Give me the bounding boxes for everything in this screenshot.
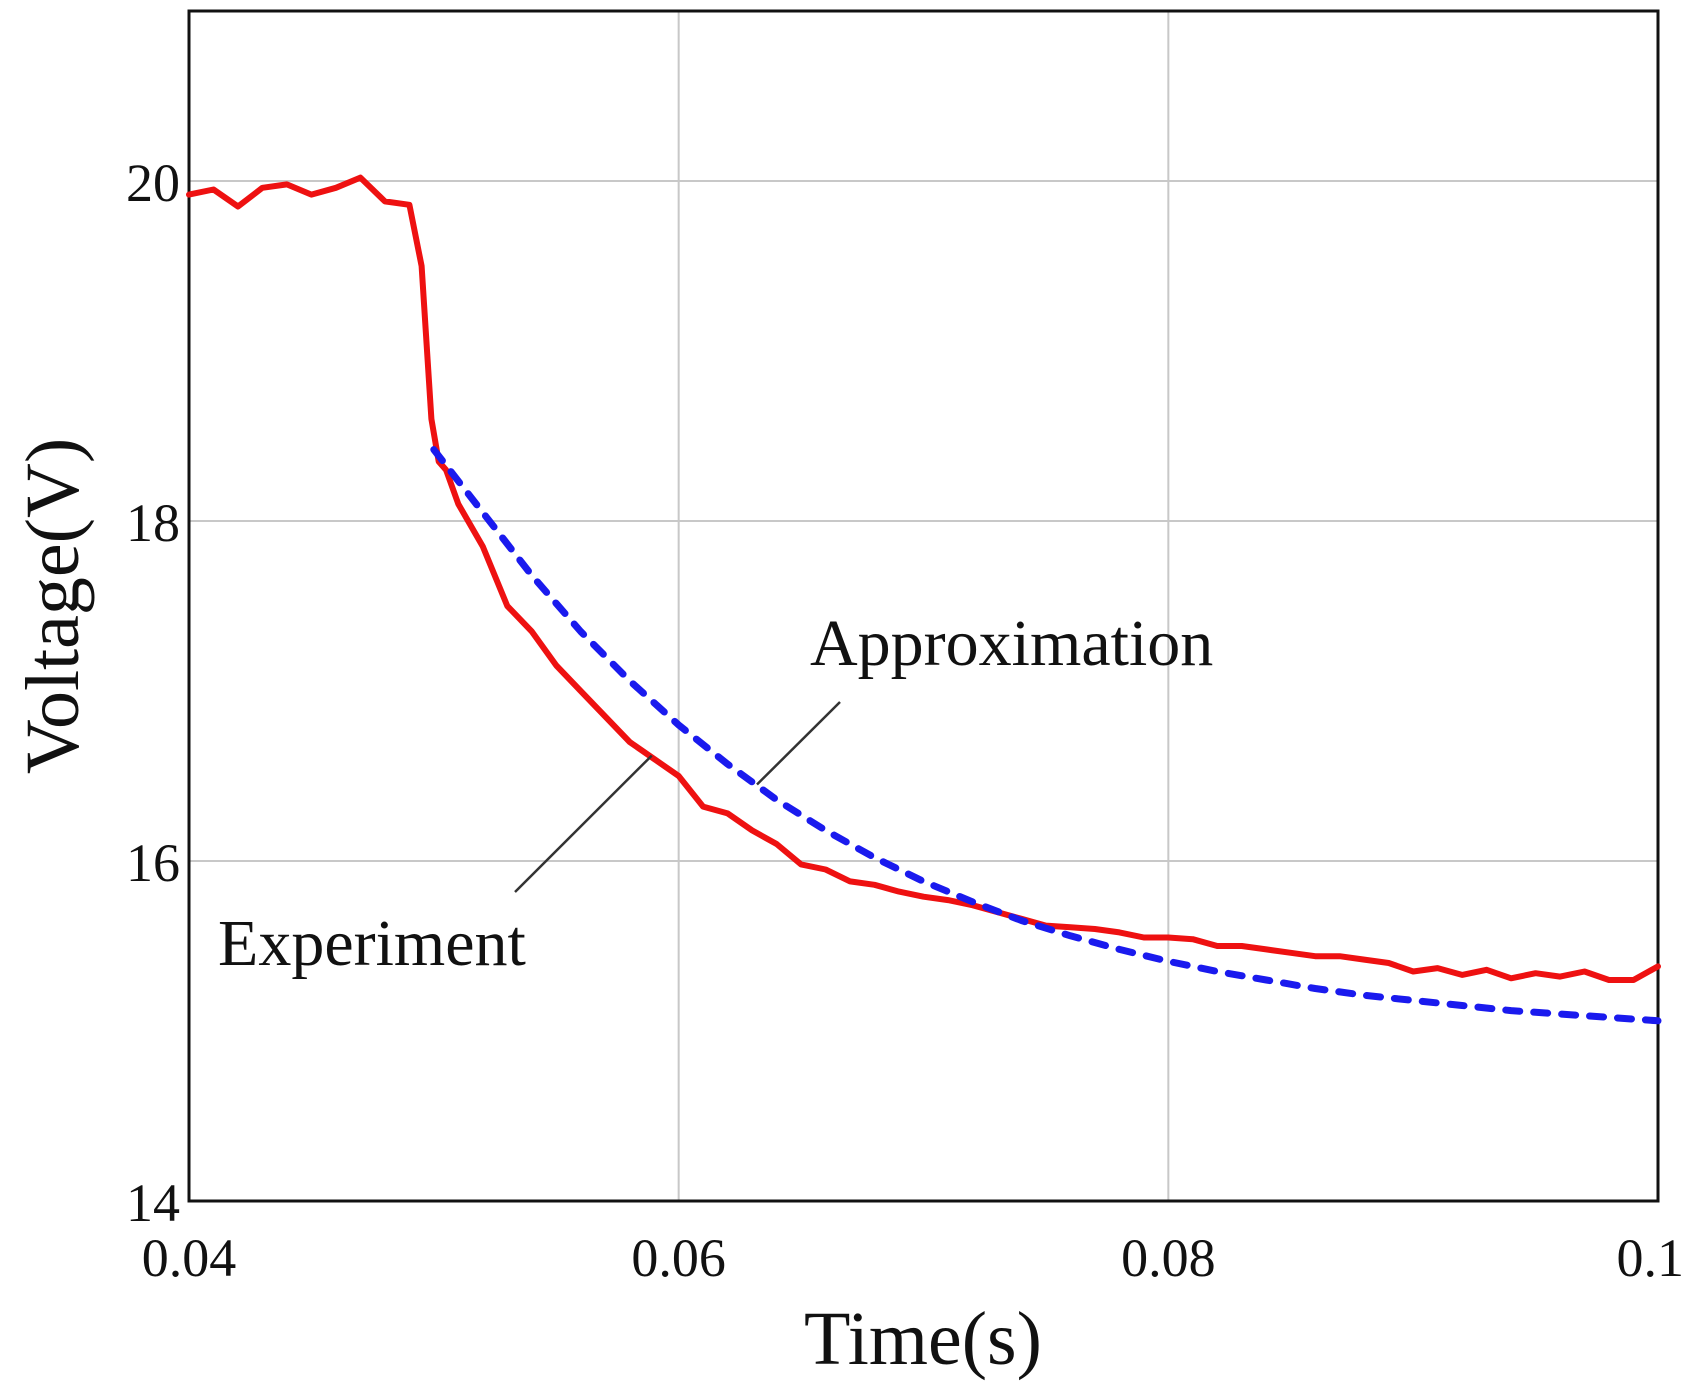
y-tick-labels: 14 16 18 20 <box>126 153 180 1233</box>
x-tick-label: 0.06 <box>631 1228 726 1288</box>
grid <box>188 11 1659 1202</box>
y-tick-label: 14 <box>126 1173 180 1233</box>
x-tick-label: 0.08 <box>1121 1228 1216 1288</box>
plot-frame <box>187 9 1660 1203</box>
series-line-experiment <box>186 174 1661 983</box>
x-axis-label: Time(s) <box>804 1297 1042 1381</box>
x-tick-labels: 0.04 0.06 0.08 0.1 <box>142 1228 1684 1288</box>
annotation-experiment: Experiment <box>218 907 526 980</box>
x-tick-label: 0.1 <box>1617 1228 1685 1288</box>
leader-line-approximation <box>756 701 841 786</box>
y-tick-label: 16 <box>126 833 180 893</box>
annotation-leaders <box>514 701 841 893</box>
y-tick-label: 18 <box>126 493 180 553</box>
leader-line-experiment <box>514 754 653 893</box>
series-layer <box>186 174 1662 1025</box>
y-tick-label: 20 <box>126 153 180 213</box>
x-tick-label: 0.04 <box>142 1228 237 1288</box>
series-line-approximation <box>430 446 1662 1025</box>
annotation-approximation: Approximation <box>810 607 1213 680</box>
y-axis-label: Voltage(V) <box>11 438 95 774</box>
